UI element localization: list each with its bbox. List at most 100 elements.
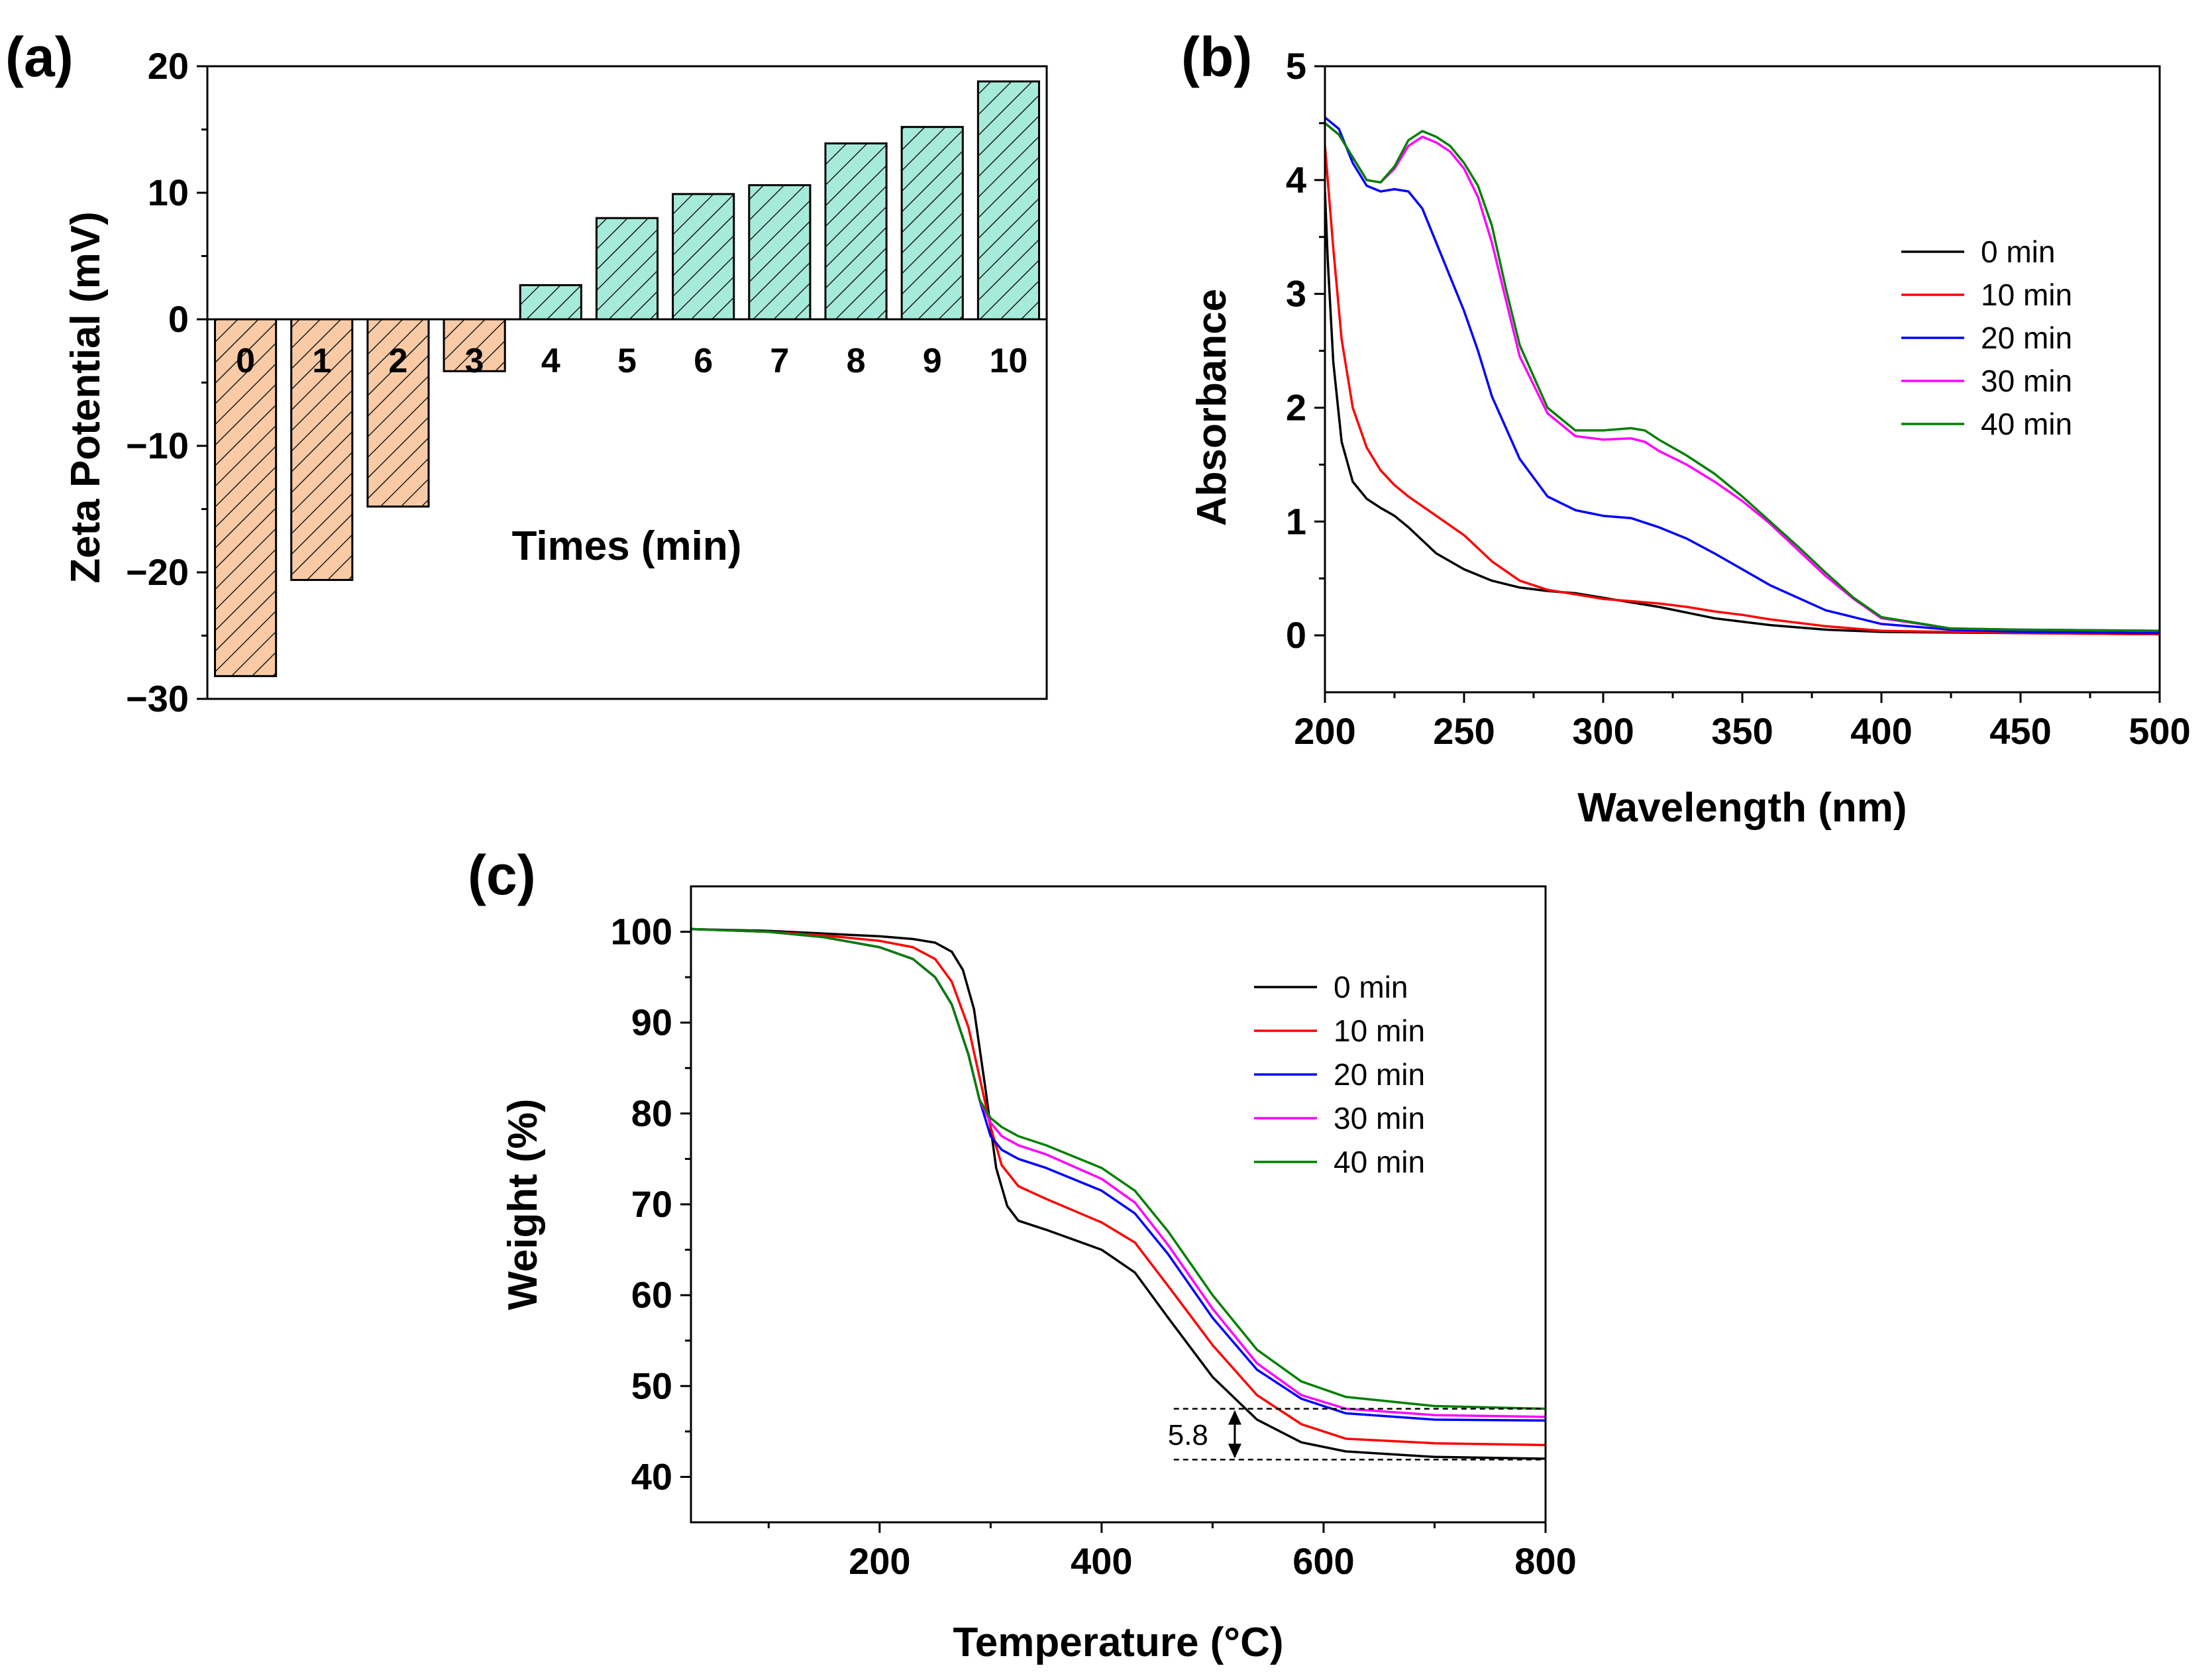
panel-a-category-label: 1: [312, 342, 331, 380]
panel-c-x-tick-label: 800: [1514, 1540, 1576, 1582]
panel-c-y-tick-label: 80: [631, 1092, 672, 1134]
panel-b-y-ticks: 0 1 2 3 4 5: [1286, 45, 1325, 656]
panel-a-category-label: 0: [236, 342, 255, 380]
panel-c-y-tick-label: 50: [631, 1365, 672, 1406]
panel-a-label: (a): [5, 26, 74, 88]
panel-c-x-ticks: 200 400 600 800: [767, 1522, 1577, 1582]
panel-c-legend-label: 40 min: [1334, 1145, 1425, 1179]
panel-b-legend-label: 0 min: [1981, 235, 2055, 269]
panel-c-line-series: [691, 927, 1546, 1460]
panel-b-legend-label: 40 min: [1981, 407, 2072, 441]
panel-c-annotation: 5.8: [1168, 1408, 1546, 1461]
panel-a-y-tick-label: −30: [126, 678, 189, 719]
panel-c-annotation-label: 5.8: [1168, 1419, 1208, 1451]
panel-b-x-ticks: 200 250 300 350 400 450 500: [1294, 692, 2191, 752]
panel-c-y-tick-label: 90: [631, 1002, 672, 1043]
panel-c-x-tick-label: 400: [1071, 1540, 1132, 1582]
panel-c-x-axis-title: Temperature (°C): [953, 1620, 1283, 1665]
panel-b-line-series: [1325, 146, 2160, 636]
panel-b-y-tick-label: 3: [1286, 273, 1306, 315]
panel-a-category-label: 4: [541, 342, 560, 380]
panel-c-x-tick-label: 600: [1292, 1540, 1354, 1582]
panel-a-y-tick-label: 10: [148, 172, 189, 213]
panel-a-category-label: 3: [465, 342, 484, 380]
panel-c-y-ticks: 40 50 60 70 80 90 100: [611, 911, 691, 1497]
panel-c-x-tick-label: 200: [849, 1540, 910, 1582]
panel-c-y-axis-title: Weight (%): [500, 1098, 546, 1310]
panel-a-bar: [595, 217, 659, 321]
panel-c-legend-label: 30 min: [1334, 1101, 1425, 1135]
panel-c-legend-label: 10 min: [1334, 1014, 1425, 1048]
panel-c-tga: (c) 200 400 600 800 40 50 60 70 80 90 100 0 min 10…: [468, 844, 1577, 1665]
panel-a-y-tick-label: −10: [126, 425, 189, 466]
panel-b-x-tick-label: 200: [1294, 710, 1355, 752]
panel-c-line-series: [691, 927, 1546, 1447]
panel-c-label: (c): [468, 844, 536, 906]
panel-b-line-series: [1325, 122, 2160, 632]
panel-c-y-tick-label: 70: [631, 1183, 672, 1225]
panel-a-y-tick-label: −20: [126, 551, 189, 593]
panel-b-y-tick-label: 5: [1286, 45, 1306, 87]
panel-b-line-series: [1325, 116, 2160, 635]
panel-c-line-series: [691, 927, 1546, 1410]
panel-a-y-tick-label: 0: [168, 298, 189, 340]
panel-a-bar: [290, 318, 354, 581]
panel-a-bar: [443, 318, 506, 372]
panel-a-x-axis-title: Times (min): [512, 523, 742, 569]
panel-c-series-lines: [691, 927, 1546, 1460]
panel-a-bar: [519, 284, 582, 321]
panel-a-bar: [214, 318, 278, 678]
panel-a-category-label: 2: [388, 342, 407, 380]
panel-b-legend-label: 10 min: [1981, 278, 2072, 312]
panel-b-line-series: [1325, 122, 2160, 632]
panel-c-y-tick-label: 100: [611, 911, 672, 953]
panel-b-legend: 0 min 10 min 20 min 30 min 40 min: [1901, 235, 2072, 441]
panel-a-bar: [900, 126, 964, 321]
panel-b-x-tick-label: 300: [1572, 710, 1634, 752]
panel-c-y-tick-label: 60: [631, 1274, 672, 1316]
panel-a-bar: [672, 193, 735, 321]
panel-b-x-tick-label: 250: [1433, 710, 1495, 752]
panel-b-y-tick-label: 4: [1286, 159, 1306, 201]
panel-a-category-labels: 0 1 2 3 4 5 6 7 8 9 10: [236, 342, 1027, 380]
panel-b-plot-area: [1325, 116, 2160, 636]
panel-c-plot-area: [691, 927, 1546, 1460]
panel-b-label: (b): [1181, 26, 1252, 88]
panel-b-x-tick-label: 350: [1711, 710, 1773, 752]
panel-b-legend-label: 20 min: [1981, 321, 2072, 355]
panel-b-x-axis-title: Wavelength (nm): [1577, 785, 1907, 831]
panel-b-x-tick-label: 400: [1850, 710, 1912, 752]
panel-b-y-tick-label: 2: [1286, 386, 1306, 428]
panel-a-category-label: 10: [989, 342, 1027, 380]
panel-c-annotation-arrow-head-up: [1228, 1410, 1241, 1425]
panel-b-line-series: [1325, 191, 2160, 636]
panel-c-legend: 0 min 10 min 20 min 30 min 40 min: [1254, 970, 1425, 1179]
panel-a-category-label: 8: [847, 342, 866, 380]
panel-b-legend-label: 30 min: [1981, 364, 2072, 398]
panel-a-bar: [824, 142, 888, 321]
panel-a-zeta-potential: (a) −30 −20 −10 0 10 20 0 1 2 3 4 5 6 7 8 9 10 Times (m…: [5, 26, 1048, 719]
panel-a-bar: [366, 318, 430, 508]
panel-a-y-ticks: −30 −20 −10 0 10 20: [126, 45, 207, 719]
panel-b-y-axis-title: Absorbance: [1189, 289, 1235, 526]
panel-b-y-tick-label: 1: [1286, 500, 1306, 542]
panel-c-legend-label: 20 min: [1334, 1057, 1425, 1092]
panel-a-bar: [748, 184, 812, 321]
panel-a-category-label: 9: [923, 342, 942, 380]
panel-c-y-tick-label: 40: [631, 1455, 672, 1497]
panel-c-legend-label: 0 min: [1334, 970, 1408, 1004]
panel-b-x-tick-label: 500: [2129, 710, 2190, 752]
panel-a-y-tick-label: 20: [148, 45, 189, 87]
panel-c-annotation-arrow-head-down: [1228, 1443, 1241, 1459]
panel-b-x-tick-label: 450: [1989, 710, 2051, 752]
panel-b-uv-absorbance: (b) 200 250 300 350 400 450 500 0 1 2 3 4 5 0 min 10…: [1181, 26, 2191, 831]
panel-a-bar: [976, 80, 1040, 321]
panel-c-plot-frame: [690, 885, 1547, 1524]
panel-b-series-lines: [1325, 116, 2160, 636]
panel-a-category-label: 5: [617, 342, 637, 380]
panel-a-category-label: 6: [694, 342, 713, 380]
panel-a-category-label: 7: [770, 342, 789, 380]
panel-b-y-tick-label: 0: [1286, 614, 1306, 656]
panel-a-bars: [214, 80, 1040, 678]
